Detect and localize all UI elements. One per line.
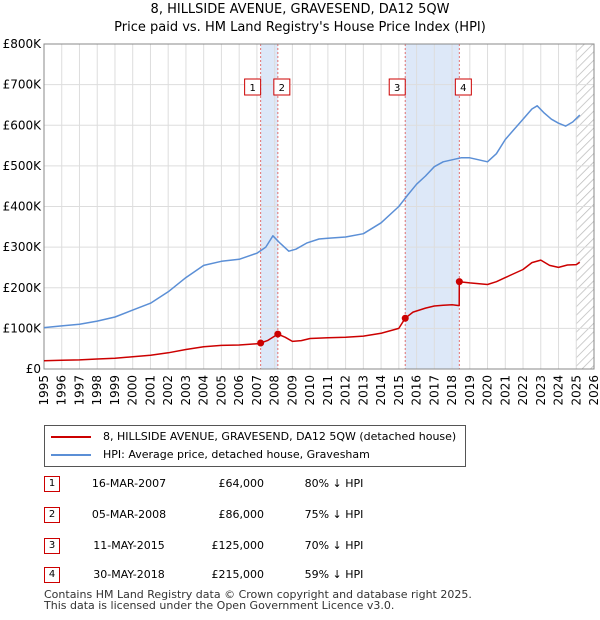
property-price-line [43, 259, 581, 362]
plot-border [43, 43, 595, 370]
transaction-row: 2 05-MAR-2008 £86,000 75% ↓ HPI [44, 507, 544, 527]
y-tick-label: £500K [3, 159, 43, 173]
y-tick-label: £200K [3, 281, 43, 295]
transaction-price: £215,000 [211, 568, 265, 581]
y-tick-label: £300K [3, 240, 43, 254]
marker-label-2: 2 [273, 78, 291, 96]
legend-swatch-property [51, 436, 91, 438]
transaction-price: £125,000 [211, 539, 265, 552]
transaction-row: 3 11-MAY-2015 £125,000 70% ↓ HPI [44, 538, 544, 558]
x-tick-label: 2016 [410, 375, 424, 406]
x-tick-label: 1996 [55, 375, 69, 406]
marker-label-1: 1 [244, 78, 262, 96]
legend: 8, HILLSIDE AVENUE, GRAVESEND, DA12 5QW … [44, 425, 466, 467]
marker-number: 4 [460, 83, 466, 94]
marker-box [273, 78, 291, 96]
y-tick-label: £600K [3, 118, 43, 132]
transaction-price: £86,000 [218, 508, 265, 521]
legend-label-property: 8, HILLSIDE AVENUE, GRAVESEND, DA12 5QW … [103, 430, 457, 443]
transaction-number: 3 [44, 538, 60, 554]
transaction-number: 1 [44, 476, 60, 492]
x-tick-label: 2014 [374, 375, 388, 406]
x-tick-label: 2013 [356, 375, 370, 406]
transaction-hpi: 59% ↓ HPI [304, 568, 364, 581]
marker-box [244, 78, 262, 96]
x-tick-label: 2022 [516, 375, 530, 406]
chart-subtitle: Price paid vs. HM Land Registry's House … [114, 20, 486, 35]
x-tick-label: 2001 [143, 375, 157, 406]
x-tick-label: 2006 [232, 375, 246, 406]
x-tick-label: 2025 [569, 375, 583, 406]
sale-point-3 [401, 314, 409, 322]
x-tick-label: 1995 [37, 375, 51, 406]
footer-line-2: This data is licensed under the Open Gov… [44, 599, 395, 612]
x-tick-label: 2000 [126, 375, 140, 406]
y-tick-label: £700K [3, 78, 43, 92]
x-tick-label: 2018 [445, 375, 459, 406]
transaction-date: 11-MAY-2015 [93, 539, 165, 552]
transaction-number: 2 [44, 507, 60, 523]
marker-box [388, 78, 406, 96]
transaction-hpi: 80% ↓ HPI [304, 477, 364, 490]
x-tick-label: 2009 [285, 375, 299, 406]
footer-attribution: Contains HM Land Registry data © Crown c… [44, 589, 472, 611]
x-tick-label: 2004 [197, 375, 211, 406]
y-tick-label: £400K [3, 200, 43, 214]
y-tick-label: £800K [3, 37, 43, 51]
transaction-number: 4 [44, 567, 60, 583]
x-tick-label: 2008 [268, 375, 282, 406]
transaction-date: 05-MAR-2008 [91, 508, 167, 521]
legend-swatch-hpi [51, 454, 91, 456]
transaction-date: 30-MAY-2018 [93, 568, 165, 581]
price-chart: 1 2 3 4 £0 £100K £200K £300K £400K £500K £600K £700… [3, 37, 600, 406]
legend-label-hpi: HPI: Average price, detached house, Grav… [103, 448, 370, 461]
x-tick-label: 2024 [552, 375, 566, 406]
y-tick-label: £100K [3, 321, 43, 335]
x-tick-label: 2002 [161, 375, 175, 406]
x-tick-label: 2021 [498, 375, 512, 406]
marker-label-3: 3 [388, 78, 406, 96]
sale-point-1 [257, 339, 265, 347]
x-tick-label: 2020 [481, 375, 495, 406]
x-tick-label: 2012 [339, 375, 353, 406]
x-tick-label: 2007 [250, 375, 264, 406]
x-tick-label: 2011 [321, 375, 335, 406]
x-tick-label: 1997 [72, 375, 86, 406]
hpi-line [43, 105, 581, 329]
x-tick-label: 2023 [534, 375, 548, 406]
sale-point-2 [274, 330, 282, 338]
transaction-price: £64,000 [218, 477, 265, 490]
marker-box [454, 78, 472, 96]
chart-title: 8, HILLSIDE AVENUE, GRAVESEND, DA12 5QW [150, 2, 450, 17]
marker-label-4: 4 [454, 78, 472, 96]
marker-number: 1 [249, 83, 255, 94]
x-tick-label: 2003 [179, 375, 193, 406]
x-tick-label: 1998 [90, 375, 104, 406]
marker-number: 3 [394, 83, 400, 94]
transaction-row: 1 16-MAR-2007 £64,000 80% ↓ HPI [44, 476, 544, 496]
transaction-hpi: 75% ↓ HPI [304, 508, 364, 521]
x-tick-label: 2017 [427, 375, 441, 406]
y-tick-label: £0 [26, 362, 41, 376]
x-tick-label: 2015 [392, 375, 406, 406]
x-tick-label: 2005 [214, 375, 228, 406]
transaction-row: 4 30-MAY-2018 £215,000 59% ↓ HPI [44, 567, 544, 587]
sale-point-4 [455, 278, 463, 286]
x-tick-label: 2019 [463, 375, 477, 406]
x-tick-label: 1999 [108, 375, 122, 406]
x-tick-label: 2010 [303, 375, 317, 406]
marker-number: 2 [279, 83, 285, 94]
transaction-date: 16-MAR-2007 [91, 477, 167, 490]
x-tick-label: 2026 [587, 375, 600, 406]
transaction-hpi: 70% ↓ HPI [304, 539, 364, 552]
footer-line-1: Contains HM Land Registry data © Crown c… [44, 588, 472, 601]
